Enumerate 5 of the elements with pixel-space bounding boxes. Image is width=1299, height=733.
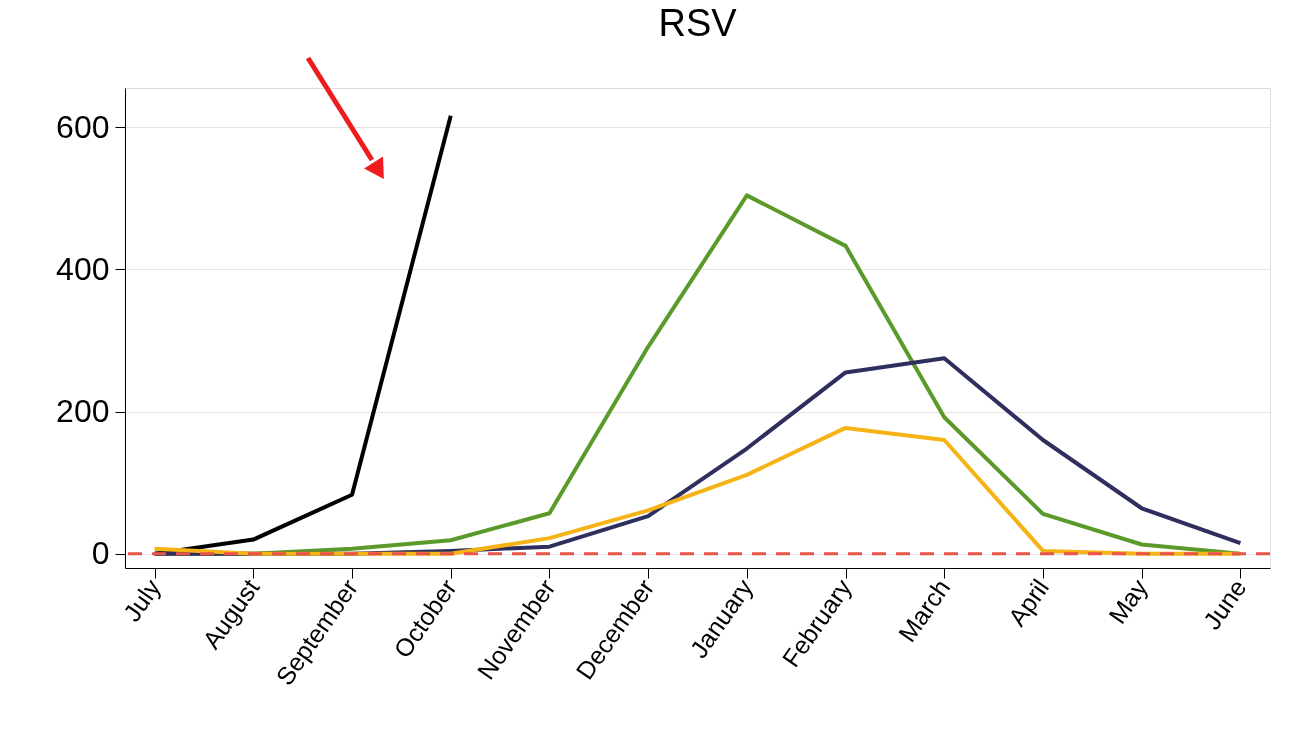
y-tick-label: 200 xyxy=(56,393,110,430)
chart-title: RSV xyxy=(658,1,738,44)
y-tick-label: 600 xyxy=(56,108,110,145)
y-tick-label: 0 xyxy=(91,535,110,572)
y-tick-label: 400 xyxy=(56,250,110,287)
